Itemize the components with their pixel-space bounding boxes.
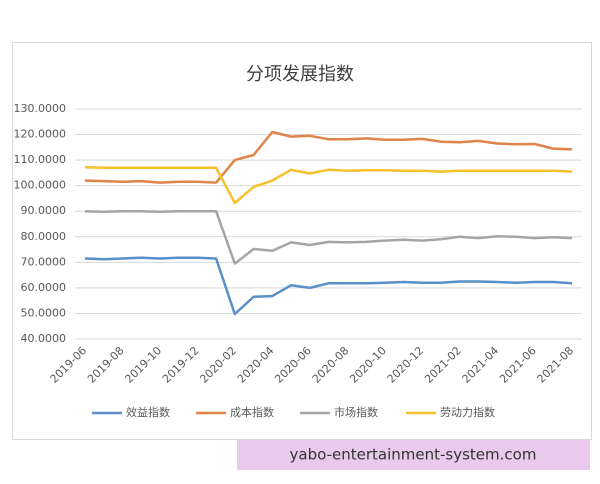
legend-label: 市场指数 xyxy=(334,405,378,419)
y-tick-label: 50.0000 xyxy=(21,306,67,319)
legend-label: 成本指数 xyxy=(230,405,274,419)
y-tick-label: 120.0000 xyxy=(14,128,67,141)
line-series xyxy=(84,256,573,316)
line-series xyxy=(84,209,573,265)
y-tick-label: 130.0000 xyxy=(14,102,67,115)
y-tick-label: 80.0000 xyxy=(21,230,67,243)
y-tick-label: 100.0000 xyxy=(14,179,67,192)
y-tick-label: 70.0000 xyxy=(21,255,67,268)
y-tick-label: 90.0000 xyxy=(21,204,67,217)
legend-label: 效益指数 xyxy=(126,405,170,419)
y-tick-label: 60.0000 xyxy=(21,281,67,294)
line-series xyxy=(84,166,573,205)
y-tick-label: 110.0000 xyxy=(14,153,67,166)
line-series xyxy=(84,130,573,184)
watermark-box xyxy=(237,440,590,470)
chart-title: 分项发展指数 xyxy=(246,64,354,85)
watermark: yabo-entertainment-system.com xyxy=(290,446,537,464)
y-tick-label: 40.0000 xyxy=(21,332,67,345)
legend-label: 劳动力指数 xyxy=(440,405,495,419)
